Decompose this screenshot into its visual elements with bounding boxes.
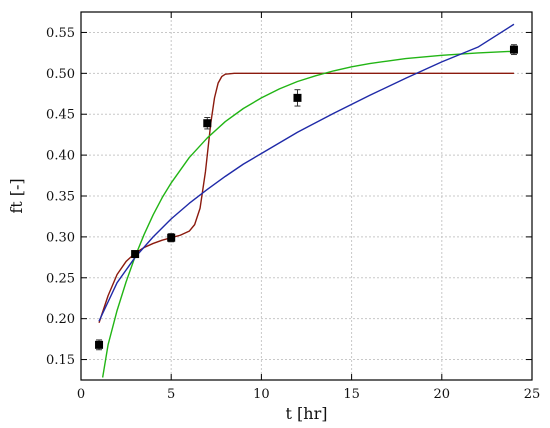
x-tick-label-5: 25 — [524, 387, 541, 402]
y-tick-label-0: 0.15 — [46, 353, 75, 368]
x-axis-label: t [hr] — [286, 404, 328, 423]
data-point-0 — [95, 340, 104, 349]
y-tick-label-5: 0.40 — [46, 149, 75, 164]
points-layer — [95, 44, 518, 351]
y-tick-label-7: 0.50 — [46, 67, 75, 82]
grid-layer — [81, 12, 532, 380]
y-tick-label-6: 0.45 — [46, 108, 75, 123]
x-tick-label-1: 5 — [167, 387, 175, 402]
x-tick-label-3: 15 — [343, 387, 360, 402]
y-tick-label-1: 0.20 — [46, 312, 75, 327]
y-tick-label-8: 0.55 — [46, 26, 75, 41]
y-tick-label-2: 0.25 — [46, 271, 75, 286]
axes-layer: 0 5 10 15 20 25 0.15 0.20 0.25 0.30 0.35 0.40 0.45 0.… — [46, 11, 541, 402]
data-point-3 — [203, 119, 212, 128]
data-point-5 — [509, 45, 518, 54]
series-line-1 — [101, 50, 514, 378]
series-layer — [98, 23, 515, 378]
data-point-1 — [131, 250, 140, 259]
data-point-4 — [293, 93, 302, 102]
series-line-2 — [98, 23, 515, 322]
x-tick-label-0: 0 — [77, 387, 85, 402]
y-tick-label-3: 0.30 — [46, 230, 75, 245]
x-tick-label-2: 10 — [253, 387, 270, 402]
series-line-0 — [98, 72, 514, 323]
y-axis-label: ft [-] — [7, 178, 26, 213]
data-point-2 — [167, 233, 176, 242]
y-tick-label-4: 0.35 — [46, 190, 75, 205]
x-tick-label-4: 20 — [434, 387, 451, 402]
